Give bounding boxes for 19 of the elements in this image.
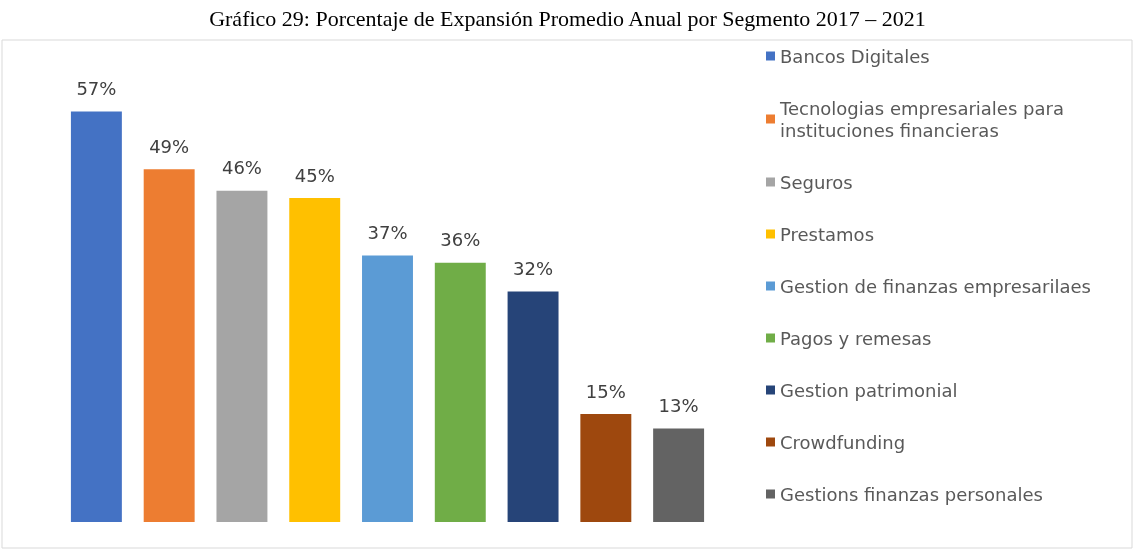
legend-label: Gestion patrimonial — [780, 379, 958, 401]
legend-label: Crowdfunding — [780, 431, 906, 453]
legend-label: Prestamos — [780, 223, 875, 245]
data-label: 32% — [513, 258, 554, 280]
chart-title: Gráfico 29: Porcentaje de Expansión Promedio Anual por Segmento 2017 – 2021 — [209, 5, 926, 31]
data-label: 13% — [658, 394, 699, 416]
legend-label: Tecnologias empresariales para instituciones financieras — [779, 97, 1070, 141]
legend-label: Gestion de finanzas empresarilaes — [780, 275, 1091, 297]
data-label: 15% — [585, 380, 626, 402]
data-label: 36% — [440, 229, 481, 251]
legend-label: Seguros — [780, 171, 853, 193]
legend-label: Gestions finanzas personales — [780, 483, 1043, 505]
data-label: 57% — [76, 78, 117, 100]
data-label: 45% — [294, 164, 335, 186]
data-label: 46% — [221, 157, 262, 179]
data-label: 37% — [367, 222, 408, 244]
legend-label: Bancos Digitales — [780, 45, 930, 67]
data-label: 49% — [149, 135, 190, 157]
legend-label: Pagos y remesas — [780, 327, 932, 349]
